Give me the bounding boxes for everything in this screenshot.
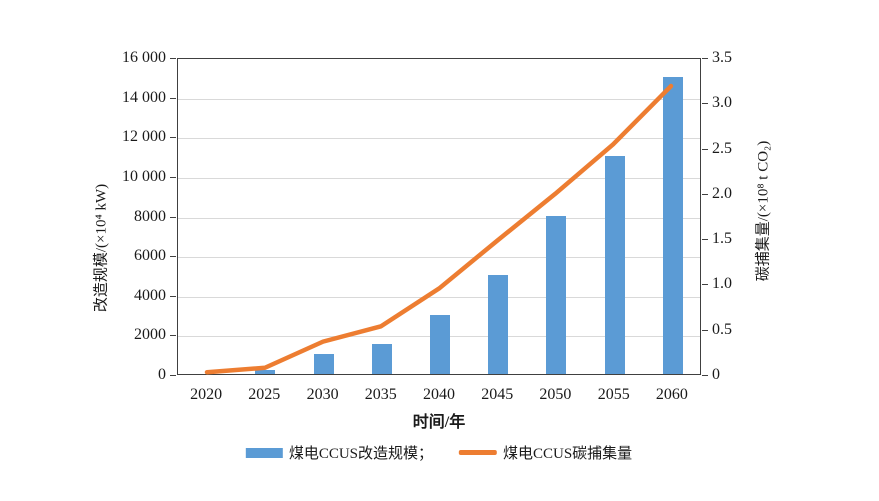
x-tick-label-2055: 2055: [597, 386, 630, 403]
line-series: [204, 83, 674, 375]
right-tick-label: 1.5: [712, 230, 732, 248]
x-tick-label-2040: 2040: [423, 386, 455, 403]
legend: 煤电CCUS改造规模； 煤电CCUS碳捕集量: [245, 442, 632, 463]
left-tick-label: 10 000: [122, 167, 166, 185]
x-tick-label-2035: 2035: [364, 386, 397, 403]
left-tickmark: [170, 375, 176, 376]
plot-area: [177, 58, 701, 375]
bar-2040: [430, 314, 450, 374]
left-tick-label: 12 000: [122, 128, 166, 146]
right-tick-label: 0.5: [712, 320, 732, 338]
legend-item-bar: 煤电CCUS改造规模；: [245, 442, 433, 463]
x-tick-label-2025: 2025: [248, 386, 281, 403]
right-axis-title: 碳捕集量/(×10⁸ t CO₂): [755, 140, 772, 282]
left-tick-label: 4000: [134, 286, 166, 304]
right-tick-label: 2.5: [712, 139, 732, 157]
left-tick-label: 2000: [134, 326, 166, 344]
x-tick-label-2045: 2045: [481, 386, 514, 403]
bar-2035: [371, 344, 392, 374]
legend-line-swatch-icon: [459, 450, 497, 455]
left-tickmark: [170, 295, 176, 297]
right-tickmark: [702, 193, 708, 195]
right-tickmark: [702, 148, 708, 150]
left-tickmark: [170, 335, 176, 337]
gridline: [178, 257, 700, 259]
x-tick-label-2050: 2050: [539, 386, 572, 403]
left-tick-label: 14 000: [122, 88, 166, 106]
bar-2045: [488, 274, 509, 374]
right-tick-label: 3.5: [712, 49, 732, 66]
left-tickmark: [170, 256, 176, 258]
gridline: [178, 217, 700, 219]
bar-2050: [546, 215, 567, 374]
right-tickmark: [702, 58, 708, 59]
left-tick-label: 16 000: [122, 49, 166, 66]
left-tickmark: [170, 137, 176, 139]
gridline: [178, 296, 700, 298]
bar-2055: [604, 156, 625, 374]
left-tick-label: 0: [158, 366, 166, 383]
right-tick-label: 2.0: [712, 184, 732, 202]
legend-bar-swatch-icon: [245, 447, 283, 458]
left-tickmark: [170, 58, 176, 59]
legend-line-label: 煤电CCUS碳捕集量: [503, 446, 633, 462]
gridline: [178, 98, 700, 100]
x-axis-title: 时间/年: [412, 414, 466, 431]
legend-bar-label: 煤电CCUS改造规模；: [288, 446, 433, 462]
right-tickmark: [702, 329, 708, 331]
bar-2025: [255, 370, 276, 374]
right-tickmark: [702, 284, 708, 286]
gridline: [178, 138, 700, 140]
left-tick-label: 6000: [134, 247, 166, 265]
right-tick-label: 1.0: [712, 275, 732, 293]
left-tickmark: [170, 176, 176, 178]
right-tickmark: [702, 103, 708, 105]
left-tick-label: 8000: [134, 207, 166, 225]
legend-item-line: 煤电CCUS碳捕集量: [459, 442, 632, 463]
left-tickmark: [170, 97, 176, 99]
bar-2030: [313, 354, 334, 374]
right-tick-label: 3.0: [712, 94, 732, 112]
x-tick-label-2060: 2060: [655, 386, 688, 403]
right-tickmark: [702, 239, 708, 241]
right-tickmark: [702, 375, 708, 376]
x-tick-label-2030: 2030: [306, 386, 339, 403]
bar-2060: [662, 76, 683, 374]
left-tickmark: [170, 216, 176, 218]
x-tick-label-2020: 2020: [190, 386, 223, 403]
right-tick-label: 0: [712, 366, 720, 383]
gridline: [178, 177, 700, 179]
